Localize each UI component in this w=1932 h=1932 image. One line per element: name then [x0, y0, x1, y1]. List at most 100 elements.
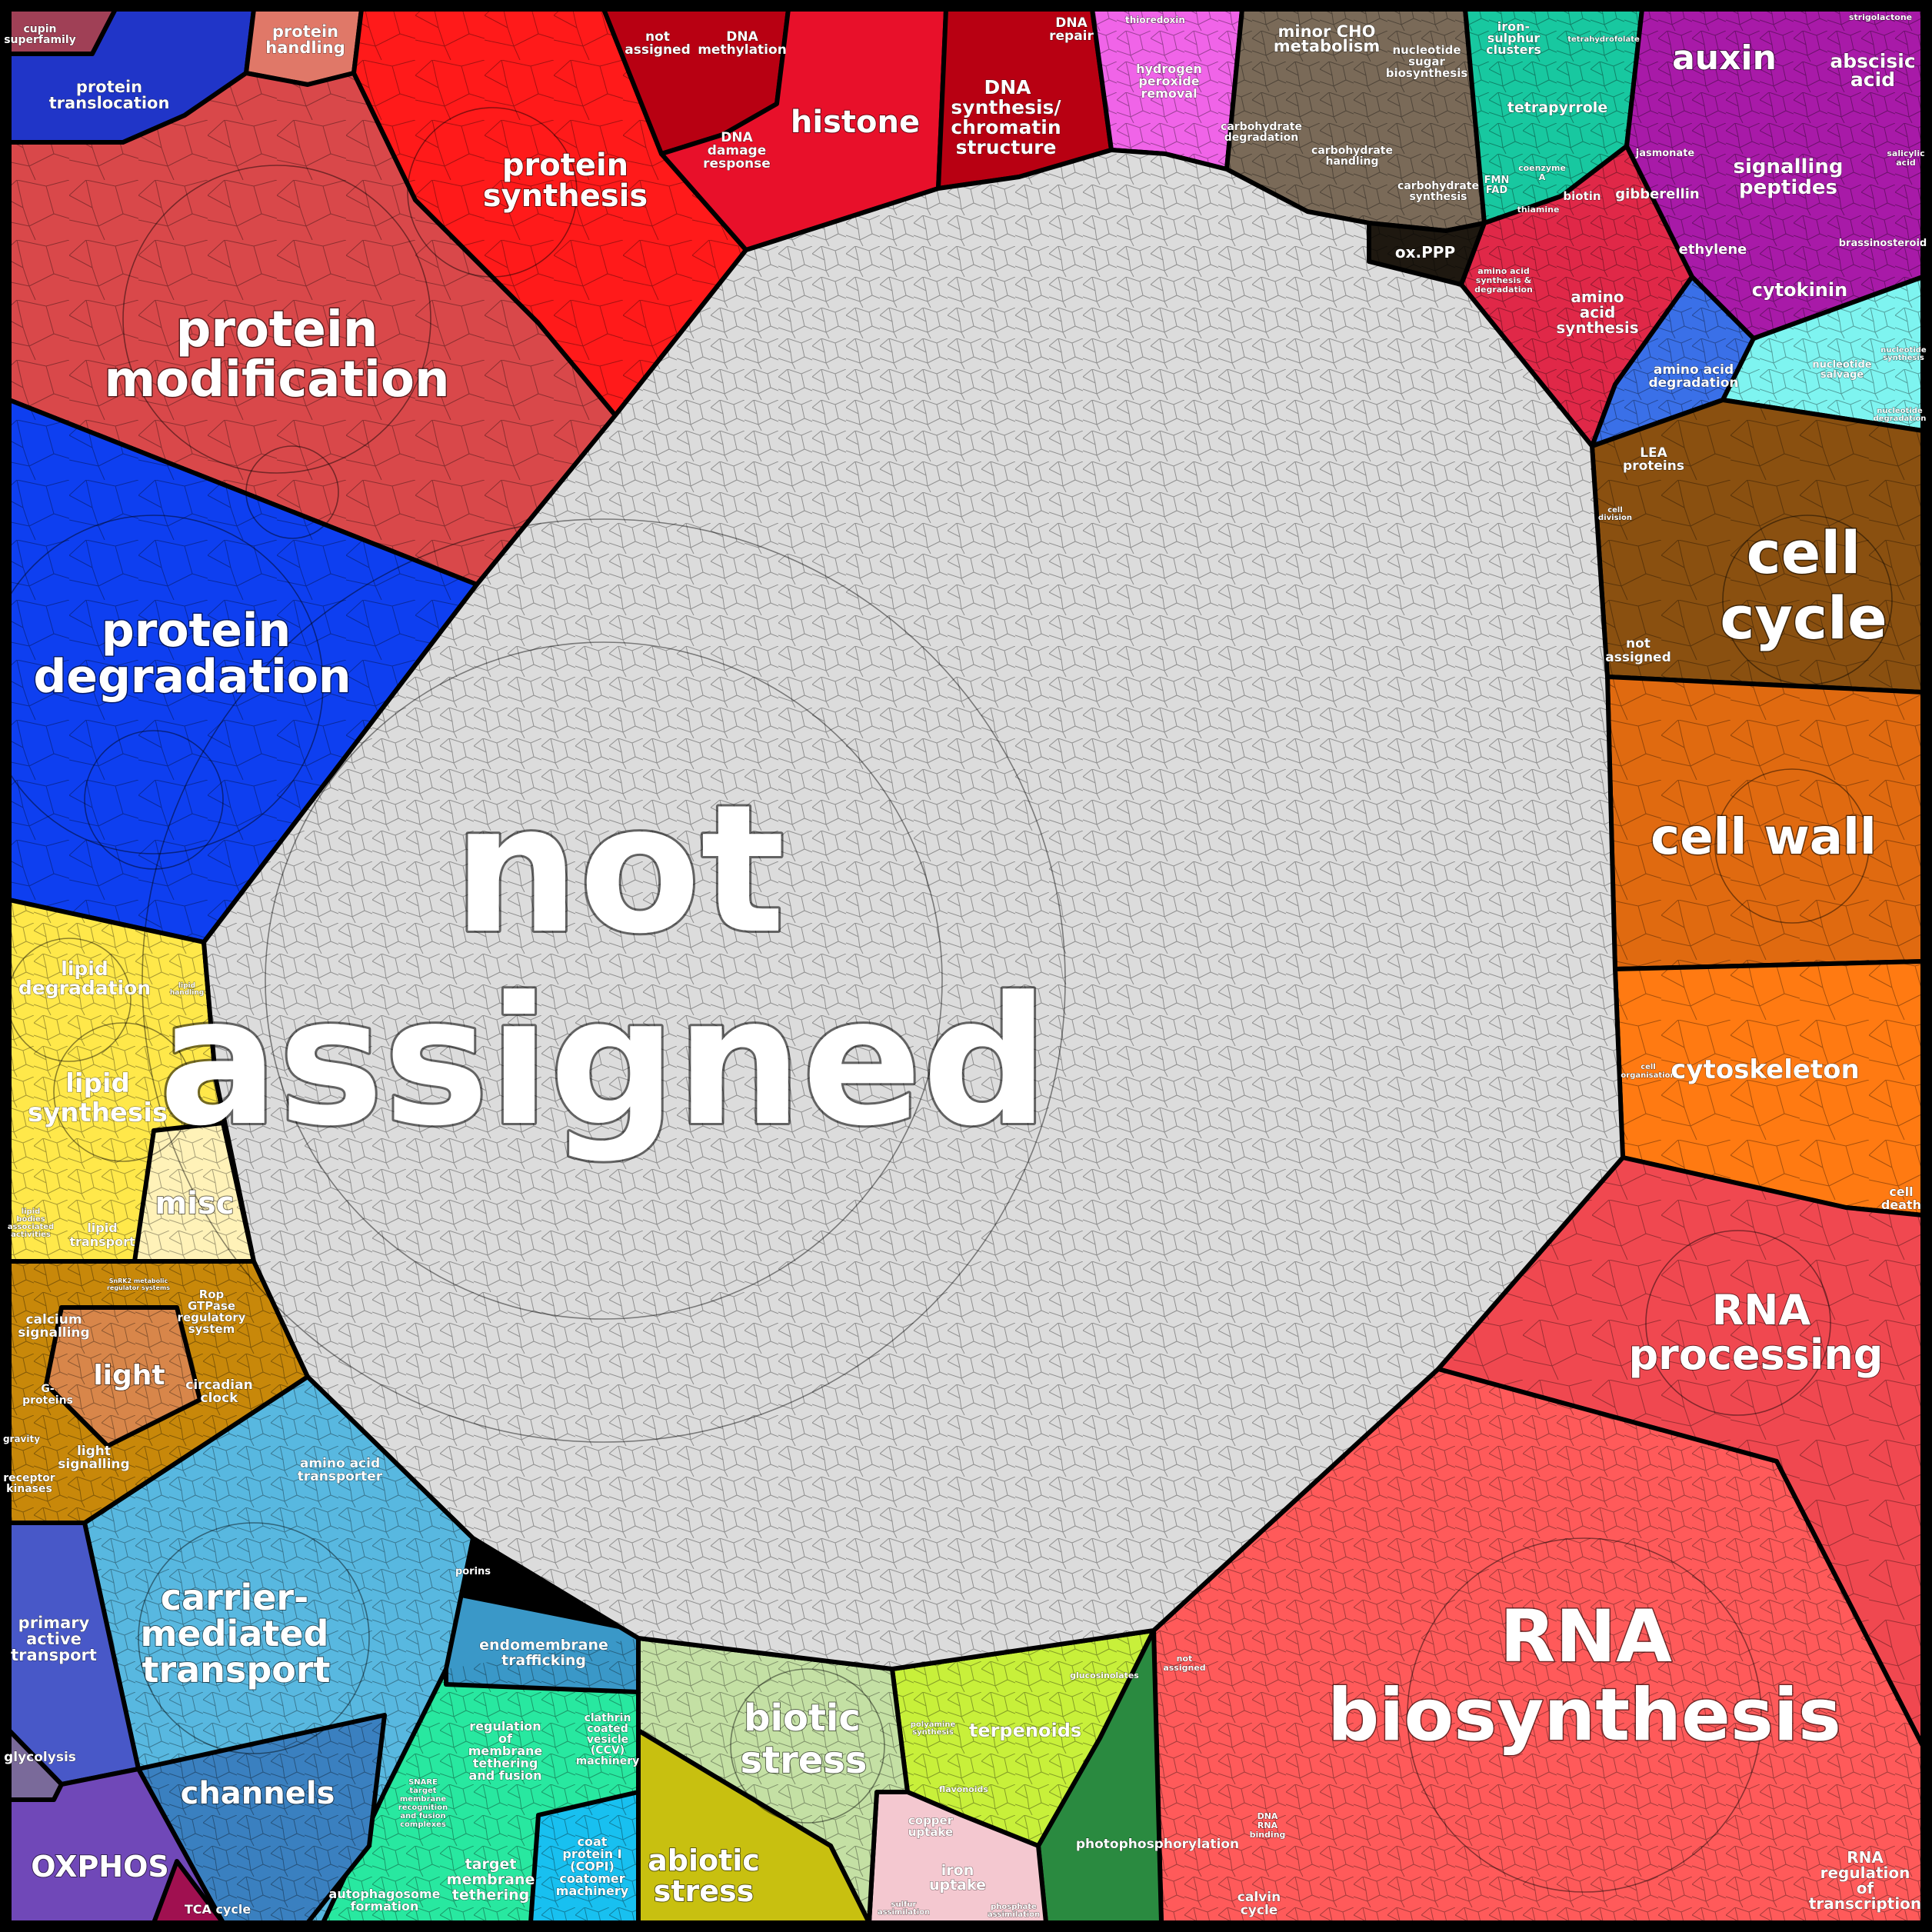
label-rop-gtpase: system	[188, 1322, 235, 1336]
label-brassinosteroid: brassinosteroid	[1839, 238, 1927, 249]
label-cell-cycle: cell	[1747, 518, 1861, 587]
label-gravity: gravity	[3, 1434, 40, 1444]
label-dna-methylation: methylation	[698, 42, 787, 58]
label-oxphos: OXPHOS	[31, 1850, 169, 1884]
label-rna-regulation-transcription: regulation	[1820, 1864, 1910, 1882]
label-tetrahydrofolate: tetrahydrofolate	[1567, 35, 1640, 44]
label-dna-methylation: DNA	[726, 29, 758, 45]
label-coat-protein-i: protein I	[562, 1847, 621, 1861]
label-minor-cho-metabolism: minor CHO	[1278, 22, 1376, 41]
label-protein-synthesis: protein	[502, 148, 628, 183]
label-nucleotide-synthesis: nucleotide	[1880, 346, 1927, 355]
label-iron-sulphur-clusters: sulphur	[1487, 31, 1541, 45]
label-channels: channels	[181, 1776, 335, 1811]
label-ethylene: ethylene	[1679, 242, 1747, 258]
label-protein-modification: protein	[176, 301, 378, 358]
label-histone: histone	[791, 105, 920, 140]
label-polyamine-synthesis: synthesis	[912, 1728, 954, 1737]
label-carrier-mediated-transport: transport	[142, 1649, 330, 1690]
label-calcium-signalling: calcium	[25, 1312, 82, 1327]
label-amino-acid-synthesis: acid	[1580, 303, 1616, 321]
label-dna-damage-response: damage	[708, 143, 767, 158]
label-dna-synthesis-chromatin: DNA	[984, 76, 1031, 98]
label-strigolactone: strigolactone	[1849, 12, 1912, 22]
label-cell-cycle: cycle	[1720, 584, 1887, 652]
label-amino-acid-synthesis-degradation: amino acid	[1477, 266, 1529, 276]
label-flavonoids: flavonoids	[939, 1784, 988, 1794]
label-copper-uptake: copper	[908, 1814, 954, 1827]
label-calvin-cycle: cycle	[1241, 1903, 1278, 1918]
label-clathrin-coated-vesicle: machinery	[576, 1755, 640, 1767]
label-clathrin-coated-vesicle: coated	[587, 1723, 628, 1735]
label-endomembrane-trafficking: endomembrane	[479, 1637, 608, 1654]
label-lipid-synthesis: lipid	[65, 1068, 130, 1099]
label-biotic-stress: stress	[741, 1739, 868, 1782]
label-nucleotide-sugar-biosynthesis: biosynthesis	[1386, 66, 1468, 80]
label-dna-damage-response: DNA	[721, 130, 753, 145]
label-tetrapyrrole: tetrapyrrole	[1507, 99, 1607, 116]
label-jasmonate: jasmonate	[1635, 148, 1695, 159]
label-lipid-bodies: lipid	[22, 1208, 41, 1216]
label-regulation-membrane-tethering: of	[498, 1731, 513, 1746]
label-g-proteins: proteins	[22, 1394, 73, 1407]
label-amino-acid-synthesis-degradation: synthesis &	[1476, 275, 1532, 285]
label-carbohydrate-synthesis: synthesis	[1409, 191, 1467, 203]
label-amino-acid-synthesis: synthesis	[1556, 318, 1638, 337]
label-amino-acid-degradation: degradation	[1648, 375, 1738, 391]
label-lipid-handling: handling	[170, 989, 204, 997]
label-amino-acid-degradation: amino acid	[1654, 362, 1734, 378]
label-protein-handling: protein	[272, 22, 338, 41]
label-amino-acid-transporter: amino acid	[300, 1456, 380, 1471]
label-hydrogen-peroxide-removal: removal	[1141, 86, 1197, 101]
label-not-assigned: not	[453, 768, 785, 973]
label-nucleotide-synthesis: synthesis	[1883, 354, 1924, 362]
label-cytoskeleton: cytoskeleton	[1671, 1054, 1859, 1085]
label-photophosphorylation: photophosphorylation	[1076, 1837, 1239, 1852]
label-carbohydrate-synthesis: carbohydrate	[1397, 180, 1479, 192]
label-iron-sulphur-clusters: clusters	[1486, 42, 1541, 57]
label-amino-acid-synthesis: amino	[1571, 288, 1624, 306]
label-dna-damage-response: response	[703, 156, 771, 172]
label-cell-wall: cell wall	[1651, 809, 1877, 866]
label-not-assigned: assigned	[159, 960, 1049, 1165]
label-carbohydrate-handling: handling	[1326, 155, 1379, 168]
label-light: light	[93, 1360, 165, 1391]
label-autophagosome-formation: autophagosome	[329, 1887, 441, 1901]
label-calvin-cycle: calvin	[1237, 1890, 1281, 1905]
label-rna-regulation-transcription: RNA	[1847, 1848, 1884, 1867]
label-cupin-superfamily: superfamily	[4, 34, 76, 46]
label-lipid-transport: lipid	[87, 1221, 117, 1235]
label-sulfur-assimilation: sulfur	[891, 1900, 917, 1909]
label-cell-division: cell	[1607, 506, 1623, 515]
label-cell-death: death	[1881, 1198, 1921, 1212]
label-dna-rna-binding: RNA	[1257, 1820, 1278, 1830]
label-light-signalling: light	[77, 1444, 111, 1459]
label-rna-regulation-transcription: transcription	[1809, 1894, 1921, 1913]
label-cell-death: cell	[1889, 1184, 1913, 1199]
label-dna-synthesis-chromatin: structure	[956, 136, 1057, 158]
label-primary-active-transport: primary	[18, 1614, 90, 1632]
label-dna-synthesis-chromatin: chromatin	[951, 116, 1061, 138]
label-protein-handling: handling	[265, 38, 345, 57]
label-circadian-clock: clock	[201, 1391, 239, 1406]
label-cell-organisation: organisation	[1621, 1071, 1675, 1080]
label-not-assigned-rna: not	[1177, 1654, 1193, 1664]
label-protein-degradation: degradation	[33, 650, 351, 704]
label-terpenoids: terpenoids	[969, 1720, 1081, 1741]
label-lipid-synthesis: synthesis	[28, 1098, 168, 1128]
label-dna-rna-binding: DNA	[1257, 1811, 1278, 1821]
label-abiotic-stress: abiotic	[648, 1844, 760, 1877]
label-carrier-mediated-transport: carrier-	[161, 1577, 308, 1618]
label-nucleotide-salvage: salvage	[1820, 369, 1864, 381]
label-endomembrane-trafficking: trafficking	[501, 1652, 586, 1669]
label-auxin: auxin	[1672, 38, 1777, 78]
label-salicylic-acid: salicylic	[1887, 148, 1924, 158]
label-hydrogen-peroxide-removal: hydrogen	[1136, 62, 1202, 76]
label-amino-acid-synthesis-degradation: degradation	[1474, 285, 1533, 295]
label-rna-biosynthesis: biosynthesis	[1327, 1674, 1841, 1757]
label-cell-division: division	[1598, 514, 1632, 522]
label-cell-organisation: cell	[1641, 1063, 1656, 1071]
label-primary-active-transport: active	[26, 1630, 82, 1648]
label-snare-complexes: recognition	[398, 1804, 448, 1812]
